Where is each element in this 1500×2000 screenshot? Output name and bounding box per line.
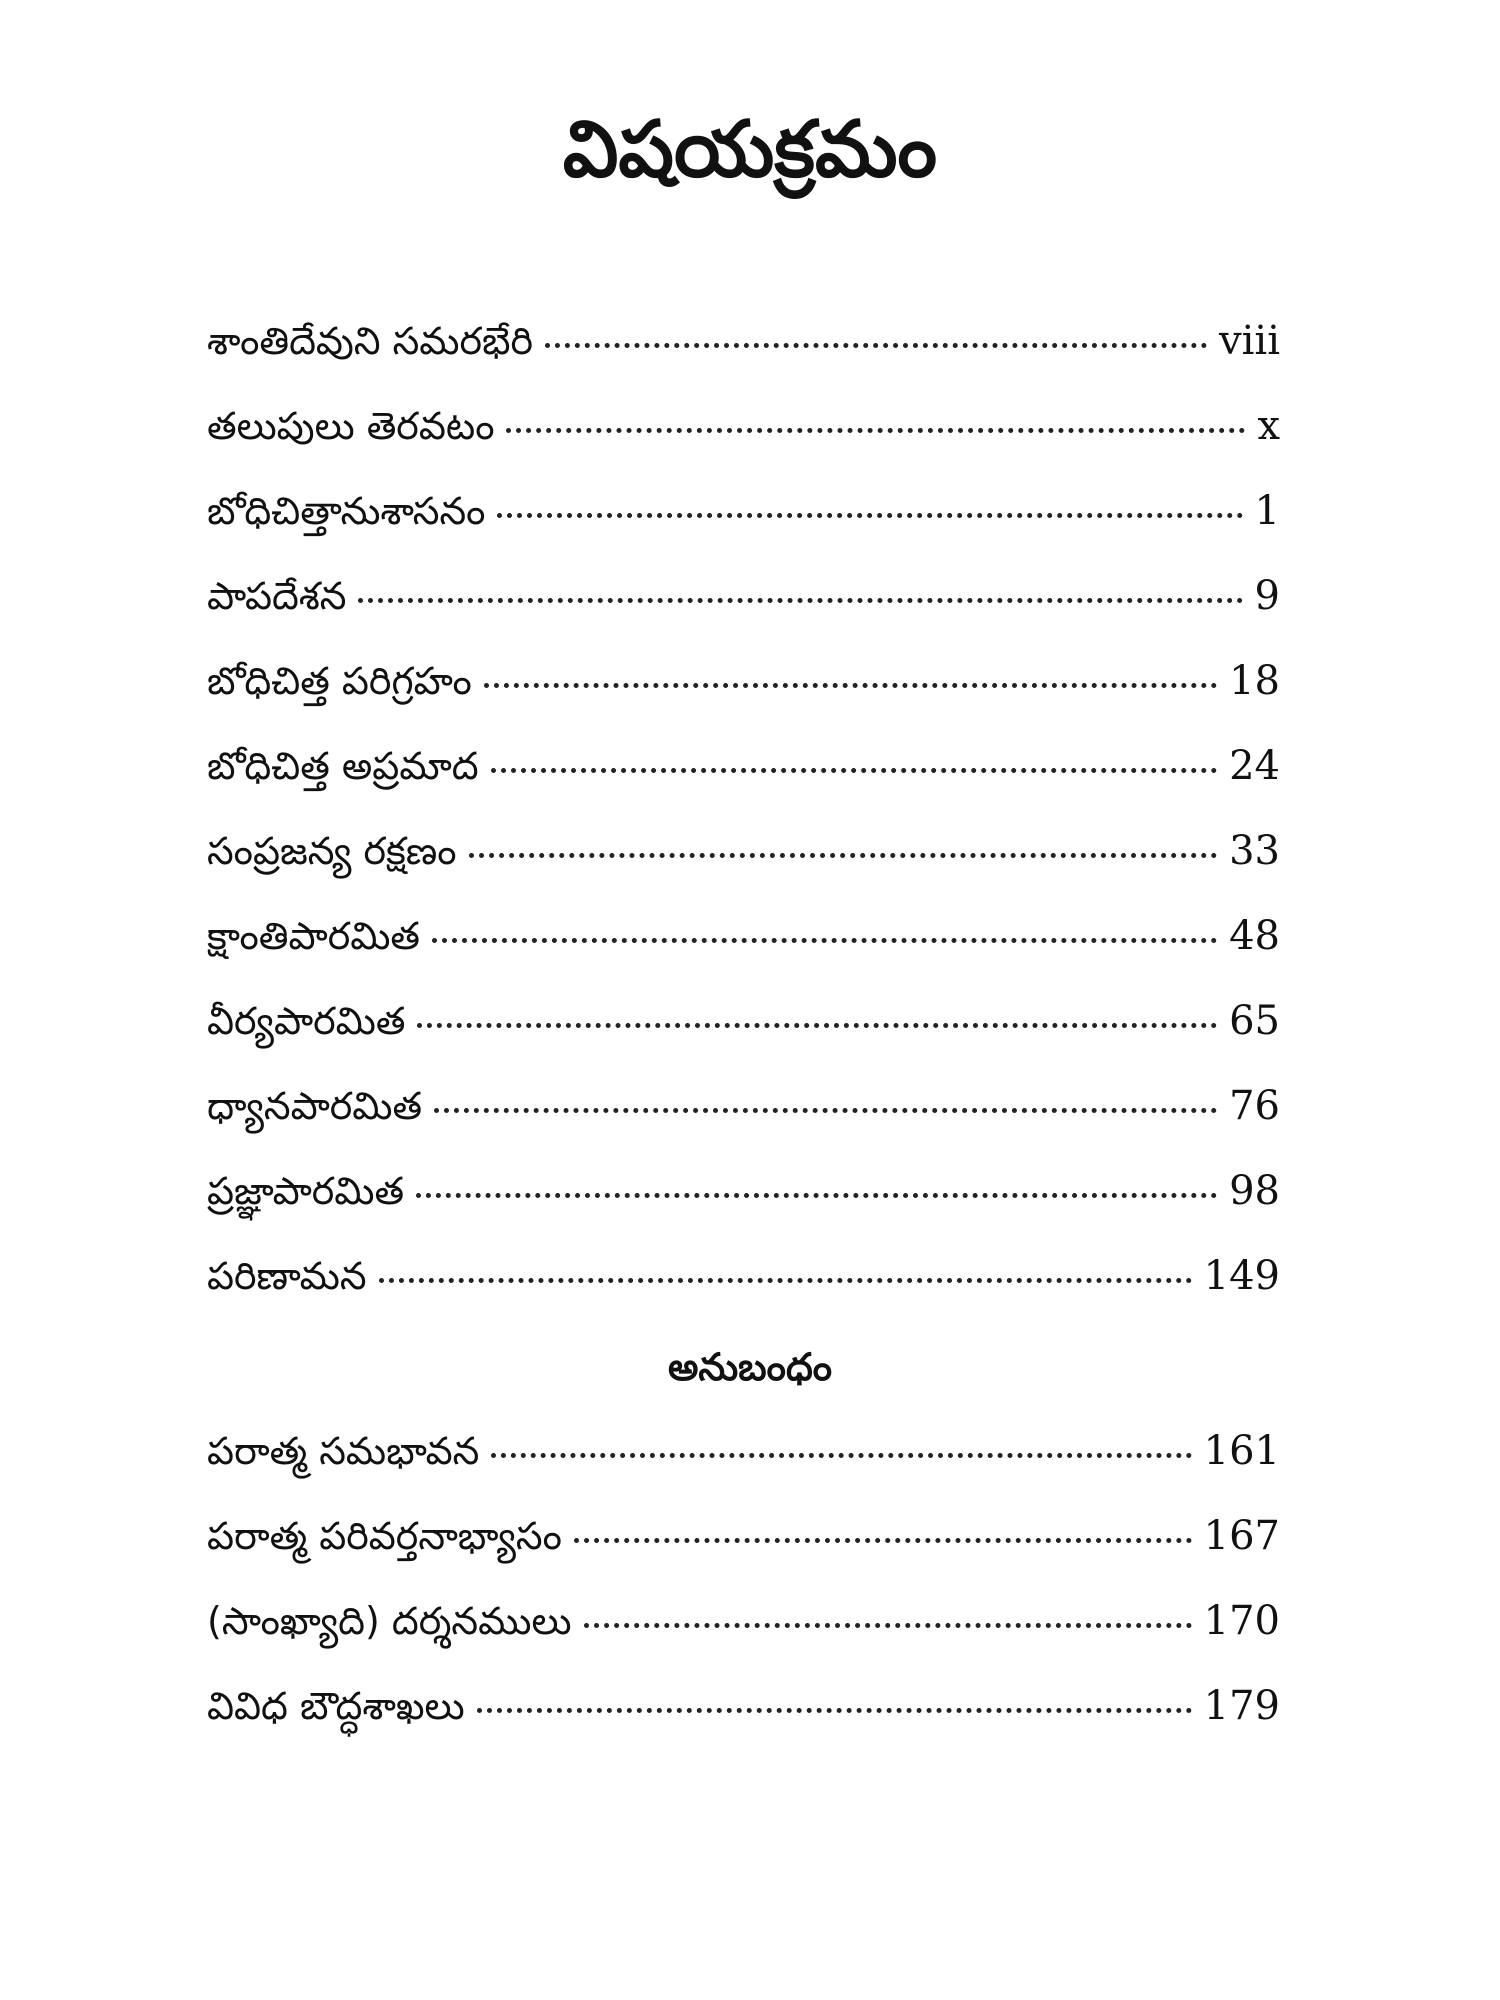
toc-entry-page: 33 (1229, 828, 1280, 874)
toc-entry-title: పరాత్మ సమభావన (207, 1429, 480, 1473)
toc-entry: క్షాంతిపారమిత 48 (207, 913, 1280, 998)
toc-entry: పరాత్మ పరివర్తనాభ్యాసం 167 (207, 1513, 1280, 1598)
toc-entry-title: పరిణామన (207, 1254, 367, 1298)
dot-leader (491, 1453, 1192, 1458)
dot-leader (573, 1538, 1192, 1543)
dot-leader (434, 1108, 1218, 1113)
toc-entry-title: పాపదేశన (207, 574, 347, 618)
dot-leader (358, 598, 1243, 603)
toc-entry: వివిధ బౌద్ధశాఖలు 179 (207, 1683, 1280, 1768)
toc-entry: బోధిచిత్త అప్రమాద 24 (207, 743, 1280, 828)
toc-entry-page: x (1257, 403, 1280, 449)
toc-entry: బోధిచిత్త పరిగ్రహం 18 (207, 658, 1280, 743)
toc-entry-title: వివిధ బౌద్ధశాఖలు (207, 1684, 465, 1728)
toc-entry-page: 149 (1203, 1253, 1280, 1299)
toc-entry-page: 65 (1229, 998, 1280, 1044)
dot-leader (583, 1623, 1192, 1628)
toc-entry: బోధిచిత్తానుశాసనం 1 (207, 488, 1280, 573)
toc-entry-page: 9 (1254, 573, 1280, 619)
toc-entry-page: 1 (1254, 488, 1280, 534)
toc-entry-title: ప్రజ్ఞాపారమిత (207, 1169, 405, 1213)
toc-entry-page: 24 (1229, 743, 1280, 789)
toc-entry-title: ధ్యానపారమిత (207, 1084, 423, 1128)
toc-entry-page: viii (1219, 318, 1280, 364)
toc-entry-title: పరాత్మ పరివర్తనాభ్యాసం (207, 1514, 562, 1558)
dot-leader (416, 1193, 1218, 1198)
toc-entry-page: 161 (1203, 1428, 1280, 1474)
toc-entry: పరిణామన 149 (207, 1253, 1280, 1338)
toc-entry-page: 76 (1229, 1083, 1280, 1129)
toc-entry-title: బోధిచిత్త అప్రమాద (207, 744, 479, 788)
toc-entry-title: వీర్యపారమిత (207, 999, 406, 1043)
toc-entry-page: 98 (1229, 1168, 1280, 1214)
toc-entry-title: (సాంఖ్యాది) దర్శనములు (207, 1599, 572, 1643)
toc-entry: (సాంఖ్యాది) దర్శనములు 170 (207, 1598, 1280, 1683)
toc-entry-page: 48 (1229, 913, 1280, 959)
toc-list: శాంతిదేవుని సమరభేరి viii తలుపులు తెరవటం x బో… (207, 318, 1280, 1338)
dot-leader (490, 768, 1218, 773)
toc-entry-title: క్షాంతిపారమిత (207, 914, 420, 958)
toc-entry: పాపదేశన 9 (207, 573, 1280, 658)
toc-entry-page: 167 (1203, 1513, 1280, 1559)
toc-entry: ధ్యానపారమిత 76 (207, 1083, 1280, 1168)
toc-entry-title: సంప్రజన్య రక్షణం (207, 829, 457, 873)
toc-entry-page: 170 (1203, 1598, 1280, 1644)
toc-entry: పరాత్మ సమభావన 161 (207, 1428, 1280, 1513)
toc-entry-title: బోధిచిత్తానుశాసనం (207, 489, 486, 533)
toc-entry: శాంతిదేవుని సమరభేరి viii (207, 318, 1280, 403)
dot-leader (506, 428, 1246, 433)
toc-entry: ప్రజ్ఞాపారమిత 98 (207, 1168, 1280, 1253)
appendix-heading: అనుబంధం (667, 1345, 833, 1389)
toc-entry: వీర్యపారమిత 65 (207, 998, 1280, 1083)
dot-leader (378, 1278, 1192, 1283)
toc-entry-title: శాంతిదేవుని సమరభేరి (207, 319, 534, 363)
toc-entry: తలుపులు తెరవటం x (207, 403, 1280, 488)
dot-leader (432, 938, 1218, 943)
dot-leader (468, 853, 1218, 858)
dot-leader (476, 1708, 1192, 1713)
toc-entry-title: తలుపులు తెరవటం (207, 404, 495, 448)
appendix-toc-list: పరాత్మ సమభావన 161 పరాత్మ పరివర్తనాభ్యాసం 16… (207, 1428, 1280, 1768)
dot-leader (545, 343, 1208, 348)
page-title: విషయక్రమం (562, 105, 938, 195)
dot-leader (483, 683, 1218, 688)
dot-leader (417, 1023, 1218, 1028)
toc-entry-page: 179 (1203, 1683, 1280, 1729)
toc-entry-title: బోధిచిత్త పరిగ్రహం (207, 659, 472, 703)
toc-entry-page: 18 (1229, 658, 1280, 704)
dot-leader (497, 513, 1243, 518)
toc-entry: సంప్రజన్య రక్షణం 33 (207, 828, 1280, 913)
